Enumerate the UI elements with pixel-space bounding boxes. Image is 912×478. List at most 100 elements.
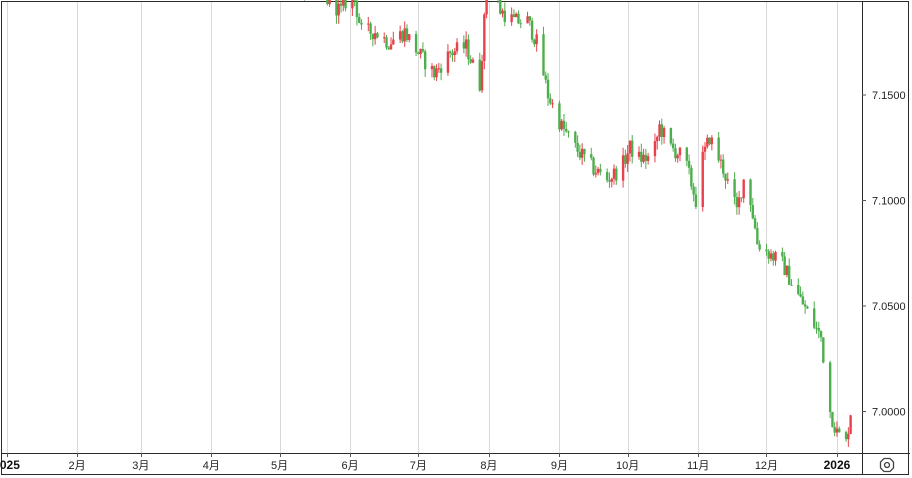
candle-body-up	[580, 148, 584, 158]
candle-body-up	[737, 197, 741, 208]
candle-body-up	[847, 433, 850, 440]
candle-body-up	[642, 154, 645, 162]
x-tick-label: 5月	[271, 460, 288, 472]
candle-body-up	[510, 14, 513, 23]
candle-body-down	[608, 180, 611, 182]
candle-body-down	[772, 253, 775, 261]
candle-body-down	[578, 151, 582, 158]
candle-body-down	[797, 284, 800, 295]
candle-body-up	[646, 156, 650, 161]
candle-body-up	[769, 253, 773, 259]
candle-body-down	[733, 179, 736, 198]
candle-body-down	[542, 34, 545, 76]
candle-body-up	[626, 153, 629, 164]
candle-body-up	[437, 68, 441, 70]
candle-body-up	[430, 66, 434, 70]
x-tick-label: 6月	[342, 460, 359, 472]
candle-body-down	[799, 294, 802, 297]
candle-body-down	[694, 194, 698, 208]
candle-body-down	[417, 52, 420, 55]
x-tick-label: 3月	[132, 460, 149, 472]
candle-body-up	[719, 159, 723, 161]
candle-body-up	[367, 23, 370, 25]
candle-body-up	[849, 415, 852, 434]
candle-body-down	[674, 148, 677, 159]
candle-body-down	[605, 171, 609, 181]
candle-body-up	[678, 147, 682, 156]
candle-body-up	[342, 0, 345, 6]
candle-body-up	[774, 252, 777, 261]
candle-body-down	[758, 244, 761, 250]
settings-gear-icon[interactable]	[879, 457, 895, 473]
candle-body-down	[405, 28, 409, 40]
candle-body-down	[503, 10, 507, 23]
candle-body-up	[483, 14, 486, 62]
candle-body-down	[567, 131, 570, 133]
candle-body-down	[708, 137, 711, 145]
candle-body-down	[740, 197, 743, 199]
candle-body-down	[423, 51, 427, 70]
candle-body-down	[499, 0, 502, 14]
candle-body-down	[781, 252, 784, 257]
candle-body-down	[801, 296, 805, 305]
candle-body-down	[844, 432, 848, 440]
x-tick-label: 12月	[755, 460, 778, 472]
candle-body-down	[549, 98, 552, 104]
candle-body-up	[594, 173, 598, 175]
candle-body-down	[387, 47, 390, 50]
candle-body-down	[339, 3, 343, 6]
candle-body-down	[546, 79, 550, 99]
candle-body-up	[351, 0, 354, 9]
x-tick-label: 2026	[824, 458, 851, 472]
candle-body-down	[717, 137, 720, 161]
x-tick-label: 2025	[0, 458, 20, 472]
y-tick-label: 7.1000	[872, 196, 906, 208]
candle-body-up	[408, 34, 411, 40]
candle-body-down	[615, 168, 618, 181]
candle-body-down	[838, 428, 841, 433]
candle-body-down	[751, 205, 754, 219]
candle-body-down	[371, 33, 375, 40]
candle-body-up	[785, 265, 789, 276]
candle-body-up	[471, 59, 475, 63]
candle-body-down	[671, 143, 675, 149]
candle-body-down	[669, 128, 673, 144]
candle-body-up	[653, 141, 657, 157]
candle-body-up	[560, 120, 563, 130]
candle-body-up	[535, 34, 538, 45]
candle-body-up	[701, 151, 704, 208]
x-tick-label: 8月	[480, 460, 497, 472]
candle-body-down	[692, 186, 695, 195]
candle-body-down	[478, 59, 481, 91]
candle-body-up	[551, 103, 554, 105]
candle-body-down	[385, 37, 388, 48]
x-tick-label: 10月	[616, 460, 639, 472]
candle-body-down	[756, 228, 759, 245]
candle-body-down	[528, 16, 532, 21]
x-tick-label: 2月	[69, 460, 86, 472]
candle-body-up	[337, 3, 340, 16]
candle-body-up	[742, 179, 745, 199]
candle-body-down	[355, 0, 359, 18]
candle-body-up	[658, 124, 661, 137]
candle-body-down	[533, 39, 536, 45]
candle-body-down	[335, 0, 338, 16]
candle-body-down	[360, 22, 363, 25]
y-tick-label: 7.0000	[872, 407, 906, 419]
candle-body-up	[435, 68, 438, 78]
candle-body-down	[753, 218, 757, 229]
candle-body-up	[485, 0, 488, 15]
candle-body-down	[631, 140, 634, 157]
candle-body-down	[467, 39, 470, 60]
candle-body-down	[462, 42, 466, 49]
candle-body-down	[644, 154, 648, 161]
candle-body-down	[576, 142, 579, 152]
candle-body-down	[833, 426, 836, 433]
candle-body-up	[501, 10, 504, 14]
candle-body-down	[765, 249, 768, 252]
candle-body-down	[822, 337, 825, 363]
x-tick-label: 9月	[551, 460, 568, 472]
candle-body-down	[565, 129, 568, 132]
candle-body-down	[660, 124, 663, 138]
